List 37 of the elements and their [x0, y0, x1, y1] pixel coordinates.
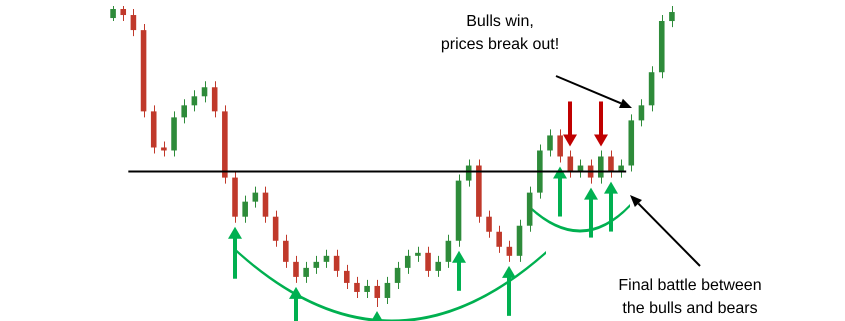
candlestick [446, 234, 452, 268]
candlestick [425, 246, 431, 278]
candlestick [252, 186, 258, 208]
candlestick [293, 255, 299, 284]
candlestick [242, 195, 248, 224]
candlestick [394, 261, 400, 290]
candlestick [404, 249, 411, 274]
candlestick [354, 276, 360, 298]
candlestick [314, 255, 320, 274]
candlestick [608, 150, 614, 178]
candlestick [161, 140, 167, 157]
candlestick [415, 246, 421, 262]
candlestick [303, 261, 309, 284]
annotation: Bulls win, prices break out! [440, 12, 560, 55]
candlestick [486, 210, 492, 238]
candlestick [192, 90, 198, 112]
candlestick [181, 98, 187, 124]
candlestick [374, 279, 380, 308]
candlestick [202, 80, 208, 103]
candlestick [120, 6, 126, 22]
candlestick [496, 225, 502, 254]
candlestick [435, 255, 442, 278]
candlestick [364, 279, 370, 298]
candlestick [638, 98, 644, 127]
candlestick [324, 249, 330, 268]
candlestick [669, 6, 675, 28]
candlestick [557, 128, 563, 164]
candlestick [283, 234, 289, 268]
candlestick [384, 276, 390, 304]
candlestick [547, 128, 553, 157]
candlestick [506, 240, 512, 262]
candlestick [110, 6, 116, 22]
candlestick [568, 150, 574, 178]
annotation: Final battle between the bulls and bears [617, 276, 763, 319]
candlestick [130, 8, 136, 37]
candlestick [344, 264, 350, 290]
candlestick [334, 249, 340, 278]
